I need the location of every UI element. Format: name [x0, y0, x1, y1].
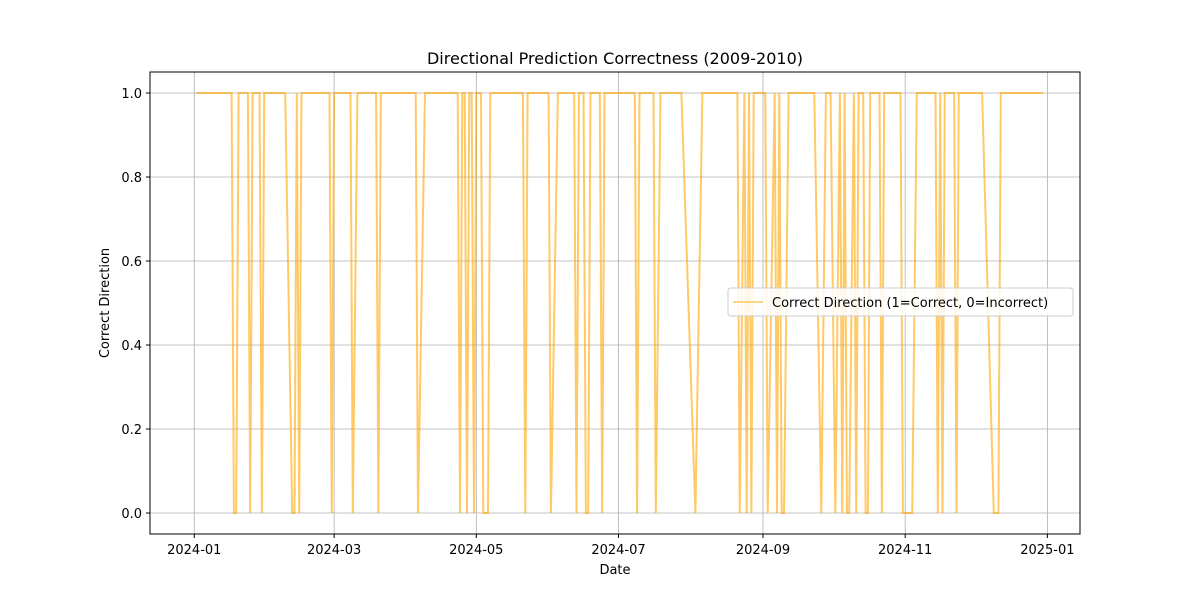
y-tick-label: 0.4	[121, 339, 142, 354]
x-axis: 2024-01 2024-03 2024-05 2024-07 2024-09 2024-…	[167, 534, 1075, 558]
plot-frame	[149, 71, 1081, 535]
x-tick-label: 2024-07	[591, 543, 645, 558]
x-tick-label: 2024-05	[449, 543, 503, 558]
x-axis-label: Date	[599, 563, 630, 578]
y-axis: 0.0 0.2 0.4 0.6 0.8 1.0	[121, 87, 150, 522]
y-tick-label: 1.0	[121, 87, 142, 102]
y-tick-label: 0.0	[121, 507, 142, 522]
series-layer	[196, 92, 1043, 514]
chart-title: Directional Prediction Correctness (2009…	[427, 49, 803, 68]
y-tick-label: 0.8	[121, 171, 142, 186]
x-tick-label: 2025-01	[1020, 543, 1074, 558]
x-tick-label: 2024-03	[307, 543, 361, 558]
y-tick-label: 0.2	[121, 423, 142, 438]
x-tick-label: 2024-09	[736, 543, 790, 558]
y-tick-label: 0.6	[121, 255, 142, 270]
y-axis-label: Correct Direction	[98, 248, 113, 358]
legend-box	[727, 287, 1074, 317]
x-tick-label: 2024-11	[878, 543, 932, 558]
series-line-correct-direction	[196, 92, 1043, 514]
legend-label: Correct Direction (1=Correct, 0=Incorrec…	[772, 296, 1048, 311]
x-tick-label: 2024-01	[167, 543, 221, 558]
legend: Correct Direction (1=Correct, 0=Incorrec…	[727, 287, 1074, 317]
